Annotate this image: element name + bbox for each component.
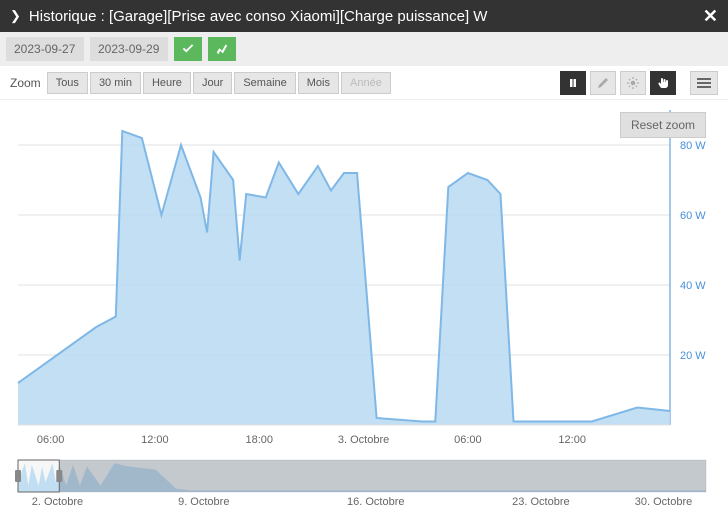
date-toolbar: [0, 32, 728, 66]
navigator-chart[interactable]: 2. Octobre 9. Octobre 16. Octobre 23. Octob…: [0, 458, 728, 508]
zoom-toolbar: Zoom Tous30 minHeureJourSemaineMoisAnnée: [0, 66, 728, 100]
svg-text:30. Octobre: 30. Octobre: [635, 496, 692, 508]
edit-button[interactable]: [590, 71, 616, 95]
svg-text:20 W: 20 W: [680, 350, 706, 362]
zoom-mois[interactable]: Mois: [298, 72, 339, 94]
chart-line-icon: [215, 42, 229, 56]
svg-text:12:00: 12:00: [558, 434, 586, 446]
zoom-heure[interactable]: Heure: [143, 72, 191, 94]
zoom-30-min[interactable]: 30 min: [90, 72, 141, 94]
svg-text:60 W: 60 W: [680, 210, 706, 222]
svg-text:16. Octobre: 16. Octobre: [347, 496, 404, 508]
reset-zoom-button[interactable]: Reset zoom: [620, 112, 706, 138]
svg-text:12:00: 12:00: [141, 434, 169, 446]
zoom-semaine[interactable]: Semaine: [234, 72, 295, 94]
date-to-input[interactable]: [90, 37, 168, 61]
chart-container: Reset zoom 20 W 40 W 60 W 80 W 06:00 12:00 18:…: [0, 100, 728, 511]
close-icon[interactable]: ✕: [703, 6, 718, 27]
chevron-right-icon: ❯: [10, 8, 21, 24]
svg-text:9. Octobre: 9. Octobre: [178, 496, 229, 508]
settings-button[interactable]: [620, 71, 646, 95]
zoom-jour[interactable]: Jour: [193, 72, 232, 94]
svg-text:80 W: 80 W: [680, 140, 706, 152]
main-chart[interactable]: 20 W 40 W 60 W 80 W 06:00 12:00 18:00 3. Octobr…: [0, 100, 728, 455]
zoom-année: Année: [341, 72, 391, 94]
window-title: Historique : [Garage][Prise avec conso X…: [29, 8, 488, 25]
svg-text:18:00: 18:00: [245, 434, 273, 446]
zoom-tous[interactable]: Tous: [47, 72, 88, 94]
hand-icon: [657, 77, 669, 89]
svg-text:2. Octobre: 2. Octobre: [32, 496, 83, 508]
column-icon: [567, 77, 579, 89]
pointer-button[interactable]: [650, 71, 676, 95]
pencil-icon: [597, 77, 609, 89]
sun-icon: [627, 77, 639, 89]
svg-text:40 W: 40 W: [680, 280, 706, 292]
svg-text:06:00: 06:00: [454, 434, 482, 446]
hamburger-icon: [697, 77, 711, 89]
svg-text:06:00: 06:00: [37, 434, 65, 446]
menu-button[interactable]: [690, 71, 718, 95]
check-icon: [181, 42, 195, 56]
zoom-label: Zoom: [10, 76, 41, 90]
date-from-input[interactable]: [6, 37, 84, 61]
compare-button[interactable]: [208, 37, 236, 61]
svg-text:23. Octobre: 23. Octobre: [512, 496, 569, 508]
confirm-button[interactable]: [174, 37, 202, 61]
svg-text:3. Octobre: 3. Octobre: [338, 434, 389, 446]
window-titlebar: ❯ Historique : [Garage][Prise avec conso…: [0, 0, 728, 32]
column-toggle-button[interactable]: [560, 71, 586, 95]
